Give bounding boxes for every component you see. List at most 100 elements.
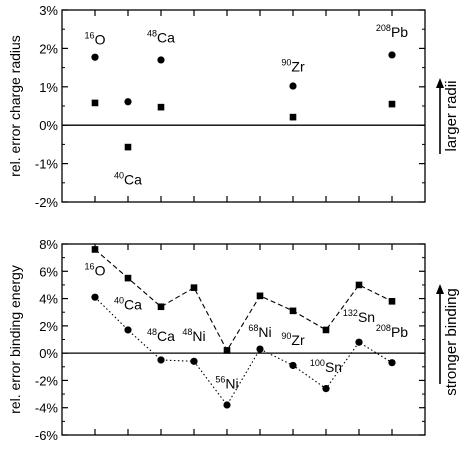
data-point-square bbox=[388, 100, 396, 108]
nucleus-mass-number: 40 bbox=[114, 295, 124, 305]
nucleus-symbol: Ca bbox=[157, 30, 175, 46]
data-point-square bbox=[289, 307, 297, 315]
data-point-square bbox=[91, 99, 99, 107]
y-axis-label: rel. error charge radius bbox=[7, 35, 23, 177]
nucleus-symbol: O bbox=[95, 262, 106, 278]
side-label: stronger binding bbox=[443, 288, 460, 396]
data-point-square bbox=[91, 246, 99, 253]
y-tick-label: 4% bbox=[39, 292, 58, 307]
nucleus-label: 48Ni bbox=[182, 327, 205, 344]
nucleus-label: 48Ca bbox=[147, 327, 175, 344]
y-tick-label: 2% bbox=[39, 319, 58, 334]
data-point-square bbox=[388, 298, 396, 305]
nucleus-mass-number: 48 bbox=[182, 327, 192, 337]
y-tick-label: 0% bbox=[39, 346, 58, 361]
nucleus-symbol: Ni bbox=[225, 376, 238, 392]
data-point-circle bbox=[355, 338, 363, 346]
nucleus-symbol: Zr bbox=[291, 58, 305, 74]
data-point-square bbox=[124, 274, 132, 282]
y-tick-label: -4% bbox=[35, 401, 59, 416]
data-point-square bbox=[157, 103, 165, 111]
arrow-up-icon bbox=[436, 78, 444, 88]
data-point-square bbox=[355, 281, 363, 289]
nucleus-symbol: Ca bbox=[157, 328, 175, 344]
y-tick-label: -6% bbox=[35, 428, 59, 443]
y-tick-label: -2% bbox=[35, 195, 59, 210]
data-point-square bbox=[289, 113, 297, 121]
nucleus-label: 132Sn bbox=[343, 308, 375, 325]
data-point-circle bbox=[190, 357, 198, 365]
y-tick-label: 3% bbox=[39, 3, 58, 18]
y-tick-label: 0% bbox=[39, 118, 58, 133]
y-tick-label: 2% bbox=[39, 41, 58, 56]
nucleus-label: 16O bbox=[85, 31, 106, 48]
nucleus-mass-number: 90 bbox=[281, 57, 291, 67]
y-tick-label: -2% bbox=[35, 373, 59, 388]
nucleus-mass-number: 48 bbox=[147, 327, 157, 337]
nucleus-mass-number: 208 bbox=[376, 23, 391, 33]
series-line-dotted bbox=[94, 296, 393, 406]
data-point-square bbox=[157, 303, 165, 311]
data-point-circle bbox=[289, 82, 297, 90]
data-point-square bbox=[256, 292, 264, 300]
nucleus-label: 16O bbox=[85, 261, 106, 278]
nucleus-symbol: Pb bbox=[391, 24, 408, 40]
data-point-circle bbox=[388, 359, 396, 367]
nucleus-mass-number: 100 bbox=[310, 358, 325, 368]
nucleus-mass-number: 68 bbox=[248, 323, 258, 333]
panel-charge-radius: 3% 2% 1% 0% -1% -2% rel. error charge radius 16… bbox=[7, 3, 460, 210]
nucleus-symbol: Sn bbox=[358, 309, 375, 325]
nucleus-mass-number: 56 bbox=[215, 375, 225, 385]
nucleus-symbol: Ni bbox=[258, 324, 271, 340]
nucleus-symbol: Sn bbox=[325, 359, 342, 375]
y-tick-label: 6% bbox=[39, 264, 58, 279]
data-point-circle bbox=[124, 98, 132, 106]
nucleus-label: 68Ni bbox=[248, 323, 271, 340]
data-point-circle bbox=[223, 401, 231, 409]
nucleus-mass-number: 16 bbox=[85, 261, 95, 271]
nucleus-label: 56Ni bbox=[215, 375, 238, 392]
nucleus-mass-number: 40 bbox=[114, 171, 124, 181]
nucleus-mass-number: 90 bbox=[281, 331, 291, 341]
nucleus-symbol: Pb bbox=[391, 324, 408, 340]
data-point-circle bbox=[157, 56, 165, 64]
nucleus-label: 48Ca bbox=[147, 29, 175, 46]
data-point-circle bbox=[157, 356, 165, 364]
nucleus-label: 208Pb bbox=[376, 323, 408, 340]
data-point-circle bbox=[388, 51, 396, 59]
nucleus-label: 90Zr bbox=[281, 331, 305, 348]
nucleus-symbol: Zr bbox=[291, 332, 305, 348]
nucleus-label: 90Zr bbox=[281, 57, 305, 74]
nucleus-label: 40Ca bbox=[114, 171, 142, 188]
data-point-square bbox=[124, 143, 132, 151]
nucleus-symbol: Ca bbox=[124, 172, 142, 188]
y-tick-label: -1% bbox=[35, 157, 59, 172]
nucleus-label: 100Sn bbox=[310, 358, 342, 375]
nucleus-label: 208Pb bbox=[376, 23, 408, 40]
data-point-circle bbox=[322, 385, 330, 393]
data-point-circle bbox=[289, 361, 297, 370]
y-tick-label: 1% bbox=[39, 80, 58, 95]
plot-frame bbox=[61, 243, 426, 436]
nucleus-mass-number: 48 bbox=[147, 29, 157, 39]
nucleus-symbol: Ca bbox=[124, 296, 142, 312]
nucleus-symbol: Ni bbox=[192, 328, 205, 344]
nucleus-label: 40Ca bbox=[114, 295, 142, 312]
data-point-circle bbox=[91, 293, 99, 301]
y-tick-label: 8% bbox=[39, 237, 58, 252]
side-label: larger radii bbox=[443, 81, 460, 152]
data-point-square bbox=[322, 326, 330, 334]
panel-binding-energy: 8% 6% 4% 2% 0% -2% -4% -6% rel. error binding en… bbox=[7, 237, 460, 443]
y-axis-label: rel. error binding energy bbox=[7, 265, 23, 414]
data-point-square bbox=[190, 284, 198, 291]
data-point-circle bbox=[91, 53, 99, 61]
data-point-circle bbox=[256, 345, 264, 353]
nucleus-mass-number: 16 bbox=[85, 31, 95, 41]
data-point-circle bbox=[124, 326, 132, 334]
series-line-dashed bbox=[94, 249, 393, 352]
data-point-square bbox=[223, 347, 231, 354]
nucleus-symbol: O bbox=[95, 32, 106, 48]
arrow-up-icon bbox=[436, 284, 444, 294]
nucleus-mass-number: 132 bbox=[343, 308, 358, 318]
